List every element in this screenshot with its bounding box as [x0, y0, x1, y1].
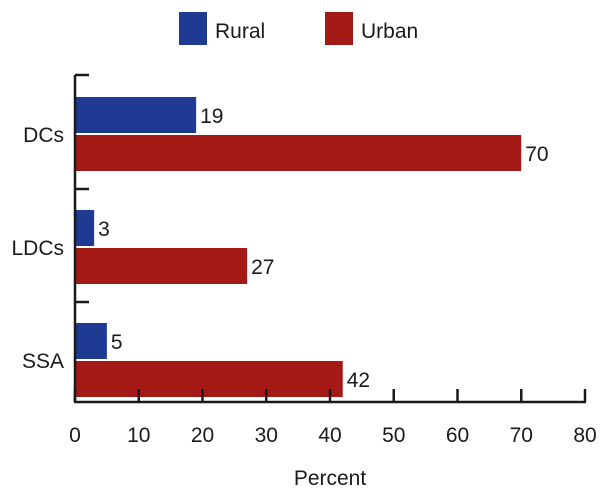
- legend-label-rural: Rural: [215, 20, 265, 43]
- x-tick-label-60: 60: [446, 424, 469, 447]
- bar-rural-ssa: [75, 323, 107, 359]
- bars: 19 70 3 27 5 42: [75, 97, 549, 397]
- x-tick-label-30: 30: [255, 424, 278, 447]
- legend-swatch-rural: [179, 12, 207, 45]
- axes: DCs LDCs SSA 0 10 20 30 40 50 60 70 80: [11, 73, 597, 447]
- legend-swatch-urban: [325, 12, 353, 45]
- x-tick-label-70: 70: [510, 424, 533, 447]
- bar-urban-ldcs: [75, 248, 248, 284]
- x-tick-label-50: 50: [382, 424, 405, 447]
- data-label-rural-dcs: 19: [200, 105, 223, 128]
- category-label-ssa: SSA: [22, 350, 64, 373]
- x-tick-label-80: 80: [573, 424, 596, 447]
- data-label-rural-ssa: 5: [111, 331, 123, 354]
- bar-rural-ldcs: [75, 210, 95, 246]
- category-label-ldcs: LDCs: [11, 237, 64, 260]
- data-label-urban-dcs: 70: [525, 143, 548, 166]
- bar-urban-ssa: [75, 361, 343, 397]
- x-tick-label-40: 40: [318, 424, 341, 447]
- x-tick-label-0: 0: [69, 424, 81, 447]
- category-label-dcs: DCs: [23, 124, 64, 147]
- bar-rural-dcs: [75, 97, 197, 133]
- data-label-rural-ldcs: 3: [98, 218, 110, 241]
- x-tick-label-20: 20: [191, 424, 214, 447]
- legend-label-urban: Urban: [361, 20, 418, 43]
- x-axis-label: Percent: [294, 467, 367, 490]
- x-tick-label-10: 10: [127, 424, 150, 447]
- data-label-urban-ldcs: 27: [251, 256, 274, 279]
- legend: Rural Urban: [179, 12, 418, 45]
- data-label-urban-ssa: 42: [347, 369, 370, 392]
- bar-urban-dcs: [75, 135, 522, 171]
